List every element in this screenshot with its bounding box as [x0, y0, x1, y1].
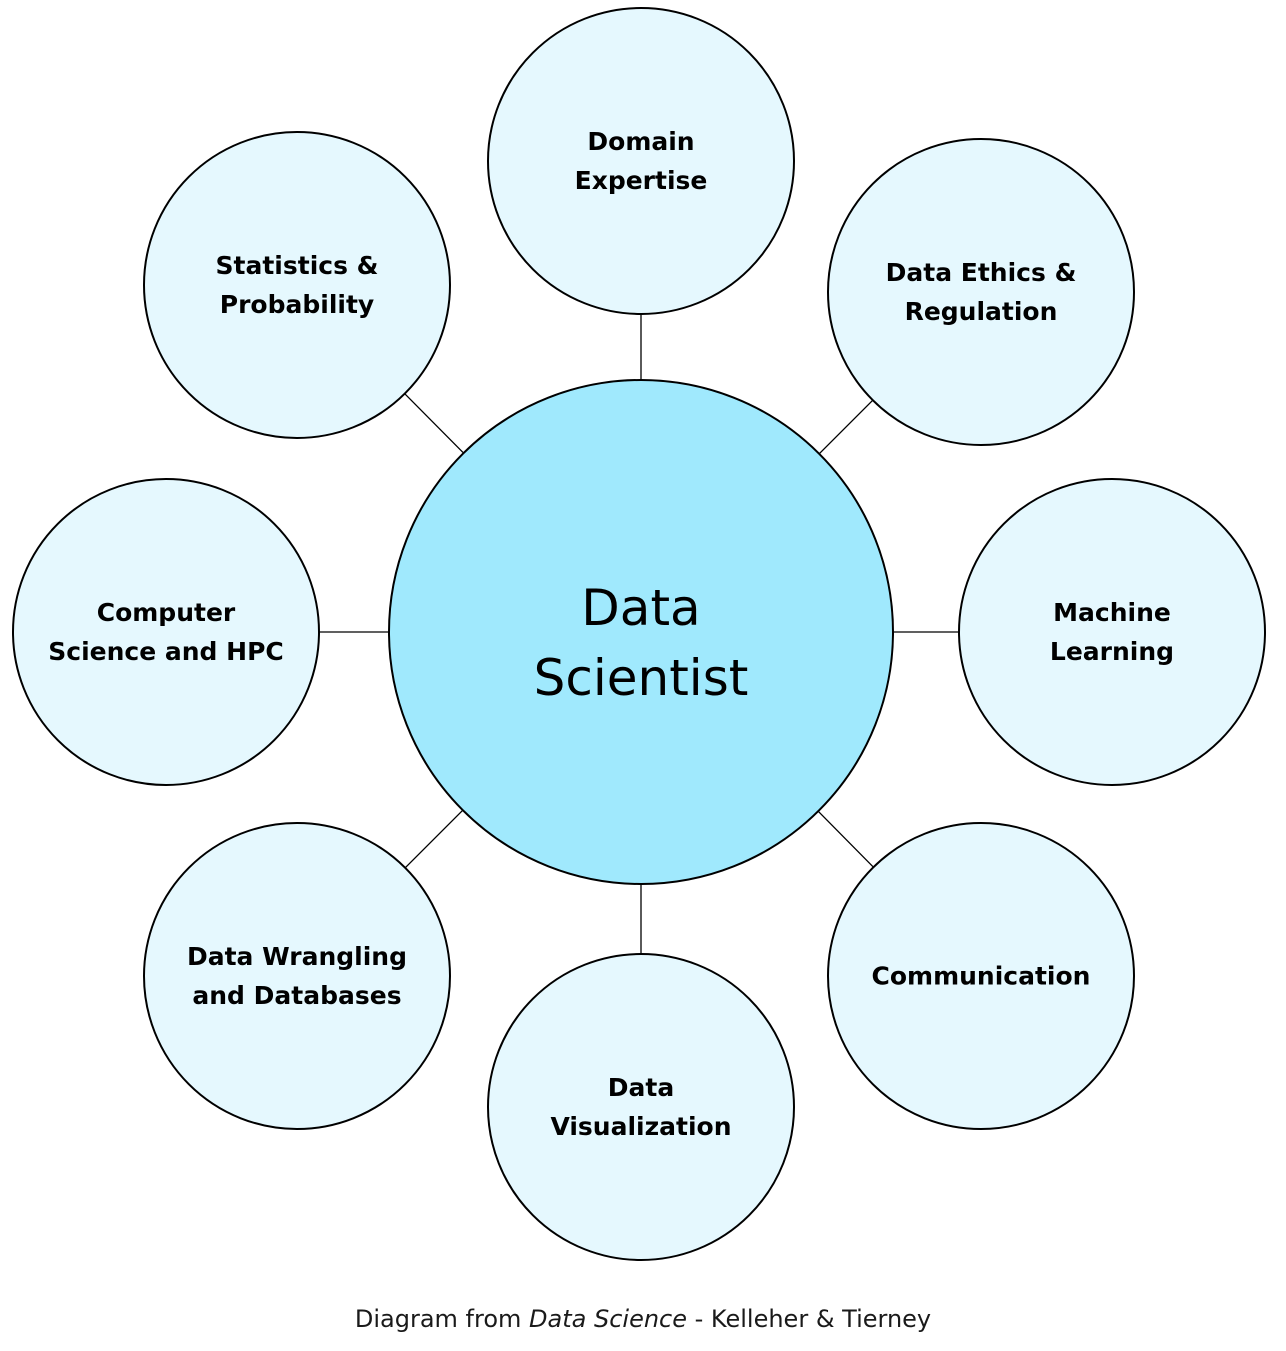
node-label-line: Regulation: [905, 297, 1058, 326]
center-circle: [388, 379, 894, 885]
node-label-line: Communication: [872, 962, 1091, 991]
node-circle: [958, 478, 1266, 786]
node-label-line: Data Ethics &: [886, 258, 1077, 287]
node-label-line: Visualization: [550, 1112, 731, 1141]
connector-data-ethics-and-regulation: [818, 399, 874, 455]
diagram-caption: Diagram from Data Science - Kelleher & T…: [0, 1302, 1286, 1336]
node-label-line: and Databases: [192, 981, 401, 1010]
node-domain-expertise: Domain Expertise: [487, 7, 795, 315]
node-data-ethics-and-regulation: Data Ethics & Regulation: [827, 138, 1135, 446]
node-circle: [143, 131, 451, 439]
center-node: Data Scientist: [388, 379, 894, 885]
node-machine-learning: Machine Learning: [958, 478, 1266, 786]
node-label-line: Probability: [220, 290, 374, 319]
center-label-line: Data: [581, 579, 700, 637]
node-label-line: Domain: [587, 127, 694, 156]
caption-prefix: Diagram from: [354, 1305, 522, 1333]
caption-book-title: Data Science: [529, 1305, 687, 1333]
node-circle: [827, 138, 1135, 446]
node-circle: [487, 953, 795, 1261]
node-label-line: Expertise: [575, 166, 708, 195]
node-label-line: Computer: [97, 598, 236, 627]
connector-statistics-and-probability: [404, 393, 465, 454]
node-data-wrangling-and-databases: Data Wrangling and Databases: [143, 822, 451, 1130]
node-circle: [487, 7, 795, 315]
connector-communication: [817, 810, 874, 868]
node-communication: Communication: [827, 822, 1135, 1130]
node-data-visualization: Data Visualization: [487, 953, 795, 1261]
node-label-line: Science and HPC: [48, 637, 284, 666]
connector-lines: [319, 314, 959, 954]
node-label-line: Machine: [1053, 598, 1171, 627]
node-computer-science-and-hpc: Computer Science and HPC: [12, 478, 320, 786]
node-statistics-and-probability: Statistics & Probability: [143, 131, 451, 439]
node-label-line: Statistics &: [216, 251, 379, 280]
satellite-nodes: Domain Expertise Data Ethics & Regulation Ma…: [12, 7, 1266, 1261]
node-label-line: Data: [608, 1073, 674, 1102]
connector-data-wrangling-and-databases: [404, 809, 464, 869]
node-circle: [143, 822, 451, 1130]
node-circle: [12, 478, 320, 786]
node-circle: [827, 822, 1135, 1130]
caption-authors: - Kelleher & Tierney: [694, 1305, 932, 1333]
node-label-line: Data Wrangling: [187, 942, 407, 971]
node-label-line: Learning: [1050, 637, 1174, 666]
center-label-line: Scientist: [534, 649, 749, 707]
